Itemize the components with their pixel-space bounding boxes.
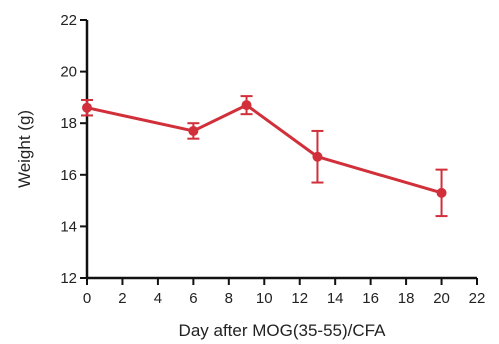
y-tick-label: 22 (60, 12, 77, 29)
series-layer (81, 95, 448, 218)
x-tick-label: 18 (398, 290, 415, 307)
x-tick-label: 12 (291, 290, 308, 307)
series-line (86, 103, 442, 195)
x-tick-label: 8 (225, 290, 233, 307)
data-point (188, 125, 199, 136)
x-tick-label: 10 (256, 290, 273, 307)
x-axis-title: Day after MOG(35-55)/CFA (179, 321, 387, 340)
y-axis-title: Weight (g) (15, 110, 34, 188)
y-tick-label: 16 (60, 167, 77, 184)
data-point (82, 102, 92, 113)
y-tick-label: 20 (60, 64, 77, 81)
x-tick-label: 0 (83, 290, 91, 307)
y-tick-label: 12 (60, 270, 77, 287)
x-tick-label: 20 (433, 290, 450, 307)
y-axis-ticks: 12 14 16 18 20 22 (60, 12, 87, 287)
y-tick-label: 18 (60, 115, 77, 132)
x-tick-label: 14 (327, 290, 344, 307)
x-tick-label: 16 (362, 290, 379, 307)
x-tick-label: 6 (189, 290, 197, 307)
data-point (436, 187, 447, 198)
data-point (241, 100, 252, 111)
x-tick-label: 2 (118, 290, 126, 307)
x-tick-label: 22 (469, 290, 486, 307)
x-axis-ticks: 0 2 4 6 8 10 12 14 16 18 20 22 (83, 278, 486, 307)
axes (85, 20, 477, 280)
data-point (312, 151, 323, 162)
x-tick-label: 4 (154, 290, 162, 307)
y-tick-label: 14 (60, 218, 77, 235)
